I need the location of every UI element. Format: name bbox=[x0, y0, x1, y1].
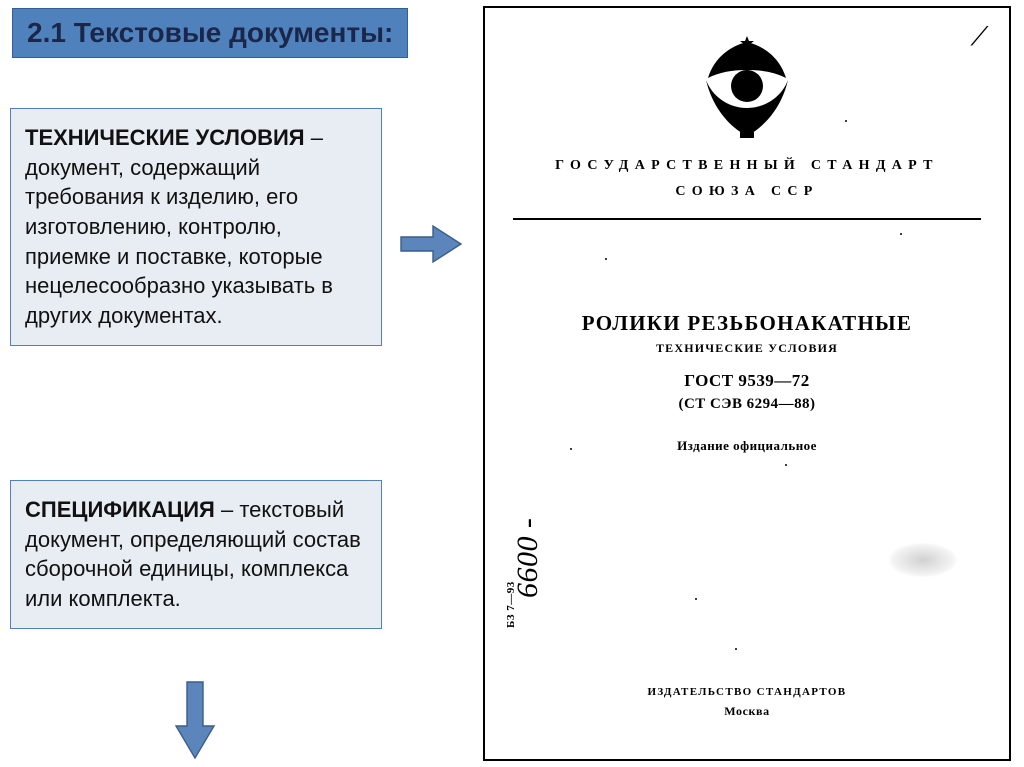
scan-speck bbox=[695, 598, 697, 600]
corner-mark: ⟋ bbox=[970, 22, 989, 53]
gost-subtitle: ТЕХНИЧЕСКИЕ УСЛОВИЯ bbox=[485, 341, 1009, 356]
definition-sep: – bbox=[305, 125, 323, 150]
gost-code: ГОСТ 9539—72 bbox=[485, 371, 1009, 391]
gost-sev: (СТ СЭВ 6294—88) bbox=[485, 396, 1009, 413]
gost-city: Москва bbox=[485, 704, 1009, 719]
gost-header-line2: СОЮЗА ССР bbox=[485, 184, 1009, 200]
arrow-down-icon bbox=[172, 680, 218, 762]
gost-official: Издание официальное bbox=[485, 438, 1009, 454]
scan-speck bbox=[570, 448, 572, 450]
gost-inner: ⟋ ГОСУДАРСТВЕННЫЙ СТАНДАРТ СОЮЗА ССР РОЛ… bbox=[485, 8, 1009, 759]
scan-speck bbox=[845, 120, 847, 122]
arrow-shape bbox=[176, 682, 214, 758]
arrow-right-icon bbox=[399, 222, 465, 266]
scan-speck bbox=[785, 464, 787, 466]
gost-document-page: ⟋ ГОСУДАРСТВЕННЫЙ СТАНДАРТ СОЮЗА ССР РОЛ… bbox=[483, 6, 1011, 761]
arrow-svg bbox=[172, 680, 218, 762]
scan-speck bbox=[605, 258, 607, 260]
separator-line bbox=[513, 218, 981, 220]
definition-body: СПЕЦИФИКАЦИЯ – текстовый документ, опред… bbox=[25, 495, 363, 614]
gost-publisher: ИЗДАТЕЛЬСТВО СТАНДАРТОВ bbox=[485, 686, 1009, 698]
definition-body: ТЕХНИЧЕСКИЕ УСЛОВИЯ – документ, содержащ… bbox=[25, 123, 363, 331]
scan-stain bbox=[889, 543, 957, 577]
gost-header-line1: ГОСУДАРСТВЕННЫЙ СТАНДАРТ bbox=[485, 158, 1009, 174]
definition-term: СПЕЦИФИКАЦИЯ bbox=[25, 497, 215, 522]
definition-tech-conditions: ТЕХНИЧЕСКИЕ УСЛОВИЯ – документ, содержащ… bbox=[10, 108, 382, 346]
definition-text: документ, содержащий требования к издели… bbox=[25, 155, 333, 328]
arrow-shape bbox=[401, 226, 461, 262]
gost-title: РОЛИКИ РЕЗЬБОНАКАТНЫЕ bbox=[485, 311, 1009, 336]
definition-term: ТЕХНИЧЕСКИЕ УСЛОВИЯ bbox=[25, 125, 305, 150]
section-heading-text: 2.1 Текстовые документы: bbox=[27, 17, 393, 48]
gost-handwritten: 6600 - bbox=[511, 518, 545, 598]
definition-specification: СПЕЦИФИКАЦИЯ – текстовый документ, опред… bbox=[10, 480, 382, 629]
ussr-emblem-icon bbox=[692, 36, 802, 151]
definition-sep: – bbox=[215, 497, 239, 522]
scan-speck bbox=[900, 233, 902, 235]
arrow-svg bbox=[399, 222, 465, 266]
section-heading: 2.1 Текстовые документы: bbox=[12, 8, 408, 58]
scan-speck bbox=[735, 648, 737, 650]
